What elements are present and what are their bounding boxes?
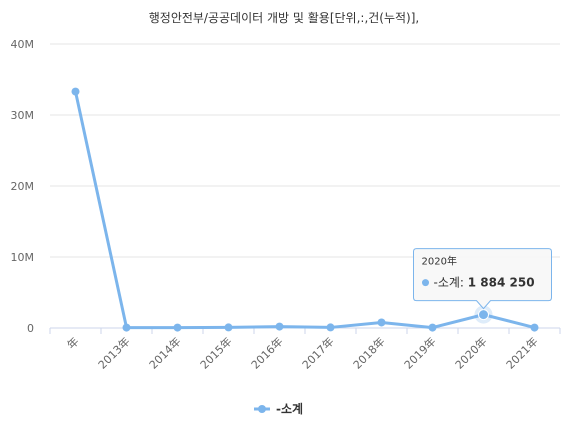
y-tick-label: 0	[27, 322, 34, 335]
data-point[interactable]	[478, 309, 489, 321]
x-tick-label: 2018年	[350, 334, 387, 371]
chart-title: 행정안전부/공공데이터 개방 및 활용[단위,:,건(누적)],	[149, 10, 420, 25]
x-tick-label: 2020年	[452, 334, 489, 371]
x-tick-label: 2017年	[299, 334, 336, 371]
x-tick-label: 2016年	[248, 334, 285, 371]
data-point[interactable]	[173, 323, 182, 332]
legend-label[interactable]: -소계	[276, 401, 303, 416]
tooltip-box	[413, 248, 552, 310]
x-tick-label: 2021年	[503, 334, 540, 371]
x-tick-label: 年	[64, 334, 82, 352]
data-point[interactable]	[71, 87, 80, 96]
x-tick-label: 2015年	[197, 334, 234, 371]
tooltip: 2020年 -소계: 1 884 250	[413, 248, 552, 310]
tooltip-body: -소계: 1 884 250	[434, 276, 535, 290]
y-tick-label: 30M	[11, 109, 35, 122]
data-point[interactable]	[224, 323, 233, 332]
data-point[interactable]	[377, 318, 386, 327]
y-tick-label: 10M	[11, 251, 35, 264]
tooltip-value: 1 884 250	[468, 276, 535, 290]
y-tick-label: 20M	[11, 180, 35, 193]
x-tick-label: 2014年	[146, 334, 183, 371]
legend-marker[interactable]	[258, 405, 266, 413]
data-point[interactable]	[530, 323, 539, 332]
y-axis-ticks: 0 10M 20M 30M 40M	[11, 38, 35, 335]
x-axis: 年 2013年 2014年 2015年 2016年 2017年 2018年 2019年 2020…	[49, 328, 561, 372]
data-point[interactable]	[122, 323, 131, 332]
series-layer	[71, 87, 539, 332]
x-tick-label: 2019年	[401, 334, 438, 371]
tooltip-series-label: -소계:	[434, 276, 468, 290]
tooltip-series-marker	[422, 279, 429, 287]
series-line	[74, 90, 536, 330]
tooltip-header: 2020年	[422, 255, 457, 268]
data-point[interactable]	[326, 323, 335, 332]
data-point[interactable]	[275, 322, 284, 331]
y-tick-label: 40M	[11, 38, 35, 51]
x-tick-label: 2013年	[95, 334, 132, 371]
data-point[interactable]	[428, 323, 437, 332]
legend[interactable]: -소계	[254, 401, 303, 416]
